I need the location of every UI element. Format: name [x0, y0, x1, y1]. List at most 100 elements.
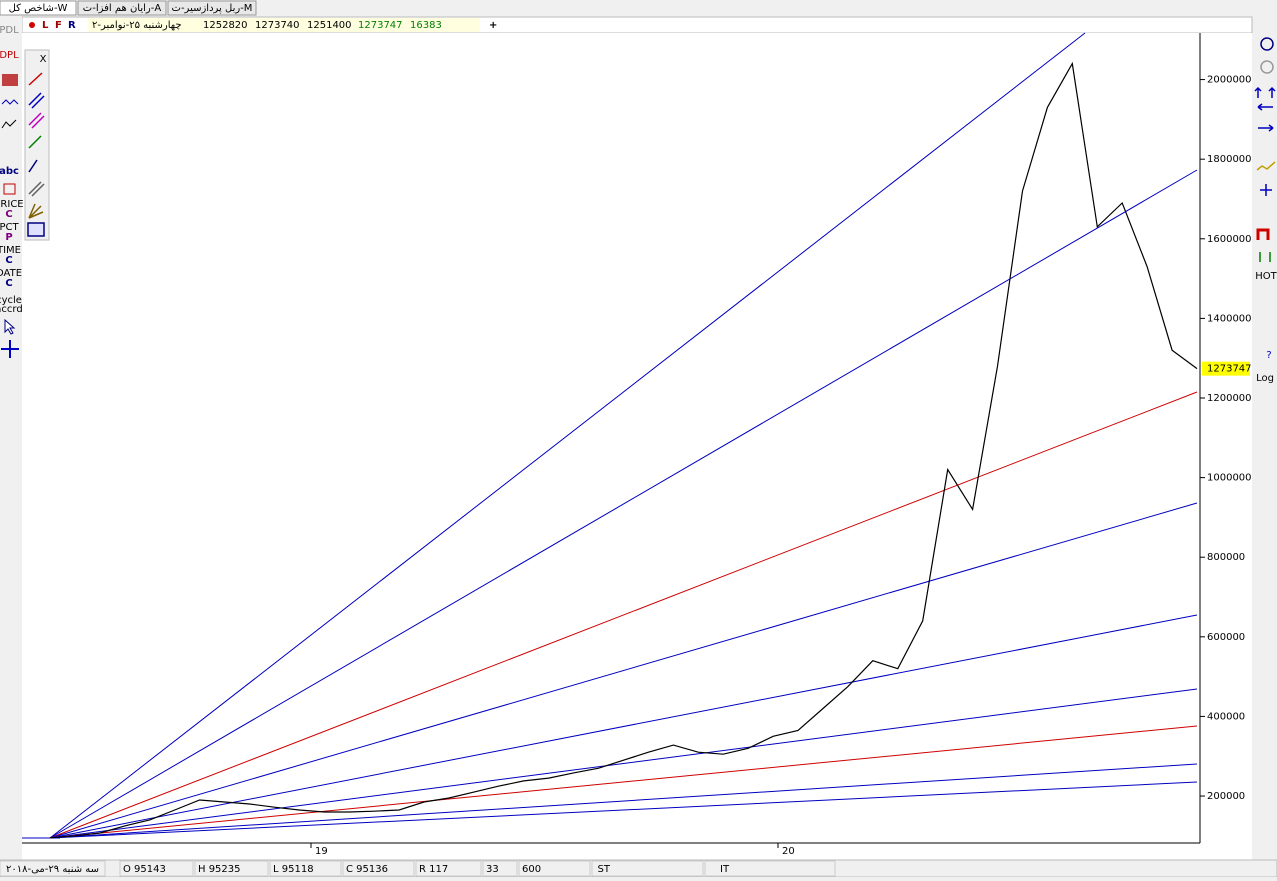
status-text: R 117 [419, 864, 448, 875]
y-tick-label: 600000 [1207, 632, 1245, 643]
close: 1273747 [358, 20, 403, 31]
plot-area [22, 33, 1200, 843]
tool[interactable]: DATE [0, 268, 22, 279]
tool[interactable]: PDL [0, 25, 19, 36]
tool[interactable]: C [5, 255, 12, 266]
status-cell [0, 860, 106, 877]
zoom-out[interactable] [1260, 60, 1274, 74]
y-tick-label: 800000 [1207, 552, 1245, 563]
tool-icon[interactable] [4, 318, 16, 335]
status-text: L 95118 [273, 864, 314, 875]
tool-icon[interactable] [1, 99, 19, 105]
x-tick-label: 20 [782, 846, 795, 857]
tool-icon[interactable] [1, 119, 17, 129]
left-tools: PDL DPL abc PRICE C PCT P TIME C DATE C … [0, 25, 24, 358]
tool-icon[interactable] [1260, 184, 1272, 196]
tool-icon[interactable] [28, 135, 42, 149]
tool-icon[interactable] [2, 74, 18, 86]
tool-icon[interactable] [28, 72, 43, 86]
status-text: IT [720, 864, 730, 875]
tool-icon[interactable] [1, 340, 19, 358]
tool[interactable]: ? [1266, 350, 1271, 361]
status-text: O 95143 [123, 864, 166, 875]
tool[interactable]: TIME [0, 245, 21, 256]
x-tick-label: 19 [315, 846, 328, 857]
status-text: سه شنبه ۲۹-می-۲۰۱۸ [6, 864, 99, 875]
status-cell [482, 860, 518, 877]
tool[interactable]: PCT [0, 222, 19, 233]
tool-icon[interactable] [28, 112, 45, 129]
flag[interactable]: L [42, 20, 49, 31]
status-text: 600 [522, 864, 541, 875]
tool[interactable]: P [5, 232, 12, 243]
high: 1273740 [255, 20, 300, 31]
tool[interactable]: accrd [0, 304, 23, 315]
fan-line [49, 502, 1198, 839]
tab-label[interactable]: ربل پردازسیر-ت-M [172, 3, 253, 14]
tool-icon[interactable] [27, 222, 45, 237]
tab[interactable] [77, 0, 167, 16]
status-cell [591, 860, 704, 877]
volume: 16383 [410, 20, 442, 31]
tool[interactable]: cycle [0, 295, 22, 306]
fan-line [49, 169, 1198, 839]
tool-icon[interactable] [28, 159, 38, 173]
left-toolbar [0, 17, 22, 860]
tool[interactable]: abc [0, 166, 19, 177]
palette-close[interactable]: X [40, 54, 47, 65]
tool-icon[interactable] [28, 92, 45, 109]
status-cell [194, 860, 269, 877]
tab-label[interactable]: رایان هم افزا-ت-A [83, 3, 162, 14]
price-axis [1200, 33, 1252, 843]
tab[interactable] [0, 0, 77, 16]
tab[interactable] [167, 0, 257, 16]
tool-icon[interactable] [3, 183, 16, 195]
last-price-box [1202, 361, 1250, 376]
y-tick-label: 400000 [1207, 711, 1245, 722]
tool[interactable]: C [5, 209, 12, 220]
time-axis [22, 843, 1252, 860]
y-tick-label: 1000000 [1207, 473, 1252, 484]
status-cell [518, 860, 591, 877]
tool-icon[interactable] [28, 181, 45, 197]
open: 1252820 [203, 20, 248, 31]
tool-icon[interactable] [28, 203, 44, 219]
right-toolbar [1252, 33, 1277, 860]
drawing-palette [24, 49, 50, 241]
tool-icon[interactable] [1259, 252, 1271, 262]
magnet[interactable] [1256, 228, 1270, 240]
tab-label[interactable]: شاخص کل-W [9, 3, 68, 14]
flag[interactable]: R [68, 20, 76, 31]
flag[interactable]: F [55, 20, 62, 31]
tab-strip: شاخص کل-W رایان هم افزا-ت-A ربل پردازسیر-ت… [0, 0, 257, 16]
status-cell [269, 860, 342, 877]
scroll-right[interactable] [1258, 124, 1274, 132]
fan-line [49, 763, 1198, 839]
tool[interactable]: Log [1256, 373, 1274, 384]
status-text: C 95136 [346, 864, 388, 875]
fan-line [49, 614, 1198, 839]
zoom-in[interactable] [1260, 37, 1274, 51]
symbol: چهارشنبه ۲۵-نوامبر-۲ [92, 20, 182, 31]
right-tools [1254, 37, 1276, 262]
record-dot [29, 22, 35, 28]
y-tick-label: 1600000 [1207, 234, 1252, 245]
scroll[interactable] [1254, 86, 1276, 98]
fan-line [49, 688, 1198, 839]
tool[interactable]: C [5, 278, 12, 289]
tool[interactable]: PRICE [0, 199, 24, 210]
tool[interactable]: HOT [1255, 271, 1277, 282]
scroll-left[interactable] [1257, 103, 1273, 111]
add-button[interactable]: + [489, 20, 497, 31]
tool-icon[interactable] [1256, 161, 1276, 171]
status-background [0, 859, 1277, 878]
tool[interactable]: DPL [0, 50, 19, 61]
status-cell [342, 860, 415, 877]
y-tick-label: 1800000 [1207, 154, 1252, 165]
palette-tools [27, 72, 45, 237]
fan-line [49, 32, 1086, 839]
status-text: 33 [486, 864, 499, 875]
fan-line [49, 725, 1198, 839]
y-tick-label: 2000000 [1207, 75, 1252, 86]
